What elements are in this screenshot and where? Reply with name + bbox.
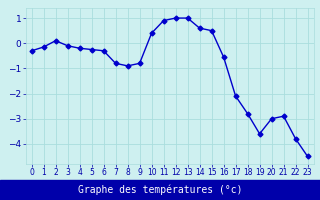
Text: Graphe des températures (°c): Graphe des températures (°c): [78, 185, 242, 195]
